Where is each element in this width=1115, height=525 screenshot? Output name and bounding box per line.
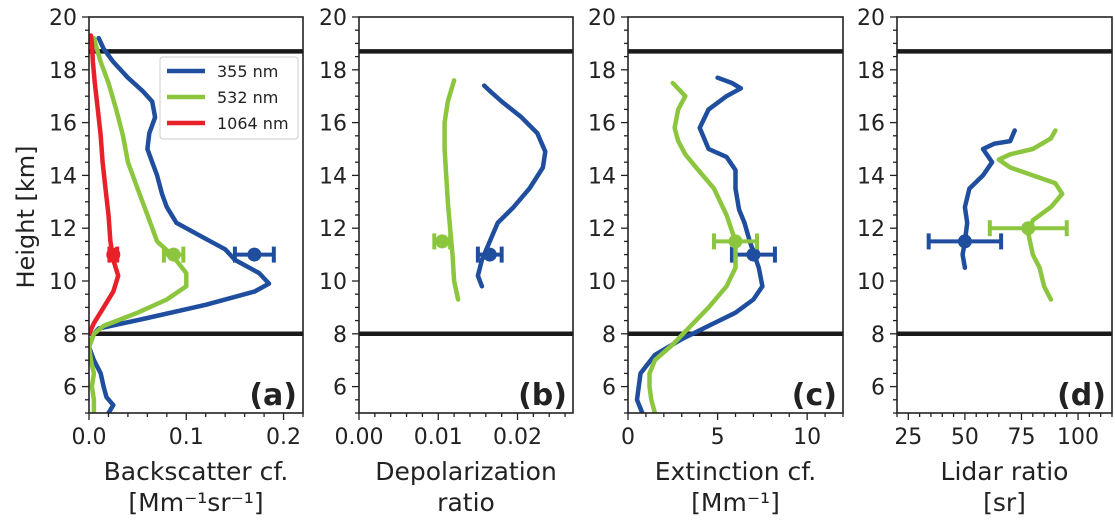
y-tick-label: 20 [319, 6, 347, 31]
y-tick-label: 6 [63, 376, 77, 401]
y-tick-label: 18 [49, 59, 77, 84]
panel-label: (b) [518, 378, 567, 413]
y-tick-label: 8 [333, 323, 347, 348]
x-tick-label: 0.01 [414, 425, 463, 450]
series-line-1064-nm [89, 33, 121, 337]
x-tick-label: 5 [711, 425, 725, 450]
x-tick-label: 0.1 [169, 425, 204, 450]
y-tick-label: 14 [857, 164, 885, 189]
axes-frame [358, 16, 574, 414]
y-tick-label: 18 [857, 59, 885, 84]
y-tick-label: 8 [871, 323, 885, 348]
panel-label: (c) [792, 378, 837, 413]
series-line-532-nm [89, 35, 189, 413]
y-tick-label: 10 [319, 270, 347, 295]
y-tick-label: 10 [857, 270, 885, 295]
y-tick-label: 18 [588, 59, 616, 84]
x-axis-unit-label: [Mm⁻¹sr⁻¹] [128, 488, 263, 517]
y-tick-label: 20 [49, 6, 77, 31]
series-line-532-nm [996, 128, 1065, 302]
x-axis-label: Backscatter cf. [104, 457, 289, 486]
x-axis-label: Lidar ratio [941, 457, 1069, 486]
y-tick-label: 12 [49, 217, 77, 242]
panel-4: 6 8 10 12 14 16 18 20 25 50 75 100 Lidar ratio[sr] (d… [857, 6, 1113, 517]
x-tick-label: 10 [793, 425, 821, 450]
x-tick-label: 25 [894, 425, 922, 450]
y-tick-label: 12 [319, 217, 347, 242]
x-axis-label: Depolarization [375, 457, 557, 486]
series-line-355-nm [960, 128, 1017, 271]
x-tick-label: 0 [621, 425, 635, 450]
y-tick-label: 20 [588, 6, 616, 31]
y-tick-label: 6 [333, 376, 347, 401]
y-tick-label: 6 [602, 376, 616, 401]
y-tick-label: 10 [588, 270, 616, 295]
panel-1: 6 8 10 12 14 16 18 20 0.0 0.1 0.2 Backscatter cf.[M… [49, 6, 304, 517]
data-point-marker [1021, 221, 1036, 236]
x-tick-label: 0.02 [493, 425, 542, 450]
y-tick-label: 6 [871, 376, 885, 401]
x-axis-label: Extinction cf. [655, 457, 816, 486]
y-tick-label: 14 [588, 164, 616, 189]
data-point-marker [166, 247, 181, 262]
y-tick-label: 8 [63, 323, 77, 348]
x-axis-unit-label: [sr] [983, 488, 1026, 517]
data-point-marker [746, 247, 761, 262]
data-point-marker [435, 234, 450, 249]
x-tick-label: 75 [1007, 425, 1035, 450]
legend: 355 nm 532 nm 1064 nm [159, 56, 299, 140]
panel-3: 6 8 10 12 14 16 18 20 0 5 10 Extinction cf.[Mm⁻¹] (c… [588, 6, 844, 517]
series-line-355-nm [89, 35, 272, 413]
x-tick-label: 0.00 [335, 425, 384, 450]
legend-entry-label: 1064 nm [217, 114, 289, 133]
x-tick-label: 0.2 [266, 425, 301, 450]
panel-label: (a) [249, 378, 297, 413]
legend-frame [159, 56, 299, 140]
data-point-marker [957, 234, 972, 249]
y-tick-label: 12 [857, 217, 885, 242]
y-tick-label: 20 [857, 6, 885, 31]
x-tick-label: 0.0 [72, 425, 107, 450]
series-line-532-nm [647, 80, 738, 413]
y-tick-label: 16 [49, 112, 77, 137]
data-point-marker [247, 247, 262, 262]
data-point-marker [482, 247, 497, 262]
data-point-marker [106, 247, 121, 262]
y-tick-label: 14 [319, 164, 347, 189]
panel-label: (d) [1057, 378, 1106, 413]
x-axis-unit-label: ratio [437, 488, 495, 517]
legend-entry-label: 532 nm [217, 88, 278, 107]
y-tick-label: 10 [49, 270, 77, 295]
panel-2: 6 8 10 12 14 16 18 20 0.00 0.01 0.02 Depolarization… [319, 6, 574, 517]
y-tick-label: 8 [602, 323, 616, 348]
y-tick-label: 16 [857, 112, 885, 137]
legend-entry-label: 355 nm [217, 62, 278, 81]
y-tick-label: 14 [49, 164, 77, 189]
x-tick-label: 50 [951, 425, 979, 450]
y-tick-label: 18 [319, 59, 347, 84]
y-tick-label: 16 [588, 112, 616, 137]
y-tick-label: 16 [319, 112, 347, 137]
x-axis-unit-label: [Mm⁻¹] [691, 488, 780, 517]
y-axis-label: Height [km] [12, 146, 40, 289]
axes-frame [896, 16, 1113, 414]
x-tick-label: 100 [1057, 425, 1099, 450]
y-tick-label: 12 [588, 217, 616, 242]
series-line-532-nm [442, 78, 461, 302]
data-point-marker [728, 234, 743, 249]
